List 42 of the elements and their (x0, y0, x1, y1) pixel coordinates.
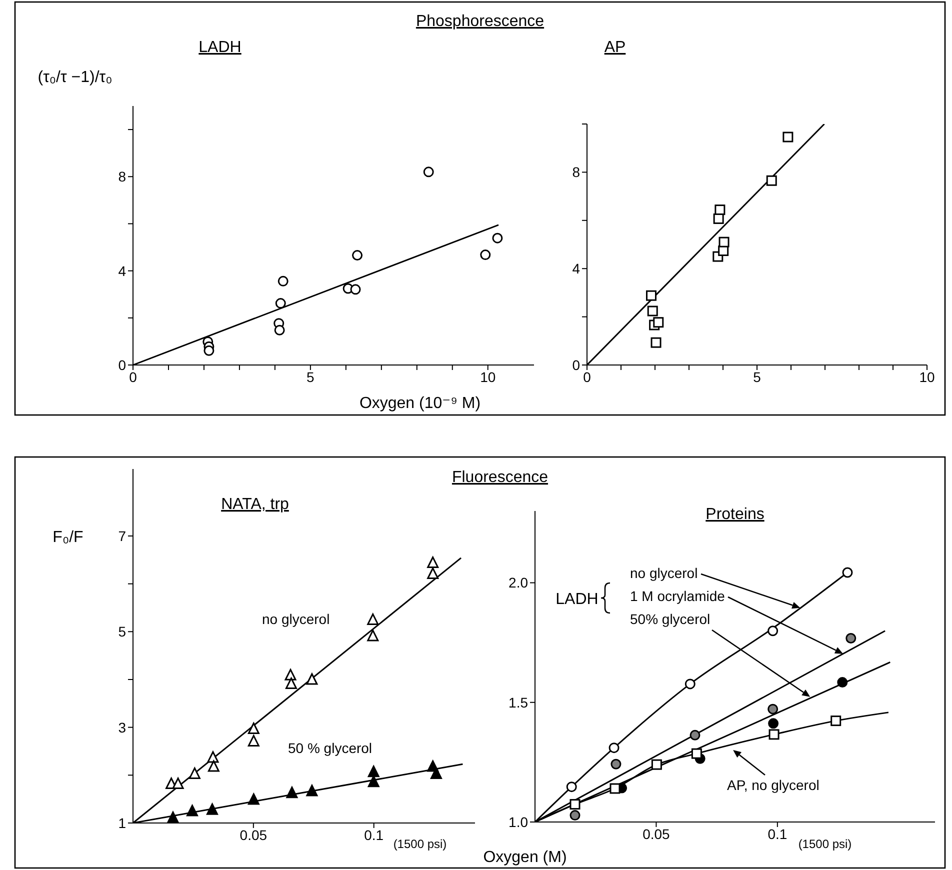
x-tick-label: 10 (919, 368, 935, 385)
y-tick-label: 1.0 (508, 814, 528, 830)
text: NATA, trp (221, 496, 290, 513)
y-tick-label: 3 (118, 719, 126, 736)
y-tick-label: 0 (572, 356, 580, 373)
x-axis-title: Oxygen (M) (483, 849, 567, 866)
annotation: 1 M ocrylamide (630, 588, 726, 604)
y-tick-label: 8 (118, 168, 126, 185)
y-tick-label: 5 (118, 624, 126, 640)
annotation: no glycerol (630, 565, 698, 581)
y-axis-title: F₀/F (52, 529, 84, 546)
x-tick-label: 0 (583, 368, 592, 385)
y-tick-label: 0 (118, 356, 126, 373)
x-tick-label: 5 (753, 368, 762, 385)
x-tick-label: 5 (306, 368, 315, 385)
x-tick-label: 0.05 (642, 826, 670, 842)
y-axis-title: (τ₀/τ −1)/τ₀ (38, 69, 112, 86)
y-tick-label: 4 (572, 260, 580, 277)
y-tick-label: 4 (118, 262, 126, 279)
chart-title: LADH (198, 39, 242, 56)
series-label: 50 % glycerol (288, 740, 372, 756)
x-tick-label: 0.1 (768, 826, 788, 842)
y-tick-label: 1.5 (508, 694, 528, 710)
text: (1500 psi) (798, 837, 852, 851)
text: no glycerol (262, 611, 330, 627)
text: Phosphorescence (416, 13, 544, 30)
y-tick-label: 1 (118, 814, 126, 831)
annotation: Fluorescence (452, 469, 548, 486)
x-tick-label: 0.1 (364, 826, 384, 843)
x-tick-label: 0 (129, 368, 138, 385)
text: (1500 psi) (393, 837, 447, 851)
chart-title: AP (604, 39, 626, 56)
y-tick-label: 8 (572, 164, 580, 180)
x-tick-label: 10 (480, 368, 496, 385)
annotation: LADH (556, 591, 598, 608)
chart-title: Proteins (706, 506, 764, 523)
y-tick-label: 7 (118, 528, 126, 544)
annotation: AP, no glycerol (727, 777, 820, 793)
x-tick-label: 0.05 (240, 826, 268, 843)
y-tick-label: 2.0 (508, 574, 528, 591)
x-axis-title: Oxygen (10⁻⁹ M) (359, 395, 481, 412)
annotation: 50% glycerol (630, 611, 710, 627)
